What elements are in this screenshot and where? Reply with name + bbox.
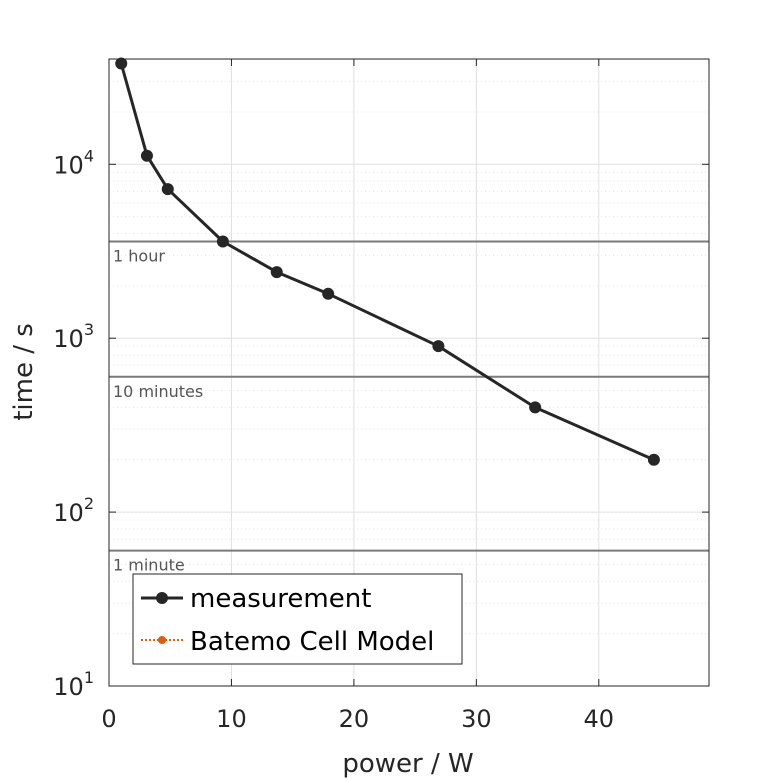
legend-swatch-batemo-marker: [158, 636, 166, 644]
x-tick-label: 10: [216, 705, 247, 733]
legend-swatch-measurement-marker: [156, 592, 168, 604]
reference-lines: 1 hour 10 minutes 1 minute: [109, 240, 709, 575]
data-point: [161, 183, 174, 196]
y-tick-label: 103: [53, 320, 94, 353]
y-tick-label: 101: [53, 668, 94, 701]
axis-ticks: 0 10 20 30 40 101 102 103 104: [53, 59, 709, 733]
data-point: [216, 235, 229, 248]
data-point: [115, 57, 128, 70]
data-point: [432, 340, 445, 353]
reference-line-label: 10 minutes: [113, 382, 203, 401]
data-point: [529, 401, 542, 414]
reference-line-label: 1 minute: [113, 556, 185, 575]
plot-frame: [108, 58, 710, 687]
data-point: [647, 453, 660, 466]
series-layer: [115, 57, 660, 466]
x-tick-label: 40: [584, 705, 615, 733]
x-tick-label: 30: [461, 705, 492, 733]
data-point: [322, 287, 335, 300]
legend: measurement Batemo Cell Model: [132, 573, 463, 665]
data-point: [140, 149, 153, 162]
legend-label-batemo-cell-model: Batemo Cell Model: [190, 627, 434, 657]
data-point: [270, 266, 283, 279]
x-axis-label: power / W: [342, 749, 473, 779]
y-axis-label: time / s: [9, 323, 39, 421]
legend-label-measurement: measurement: [190, 584, 371, 614]
x-tick-label: 20: [339, 705, 370, 733]
y-tick-label: 102: [53, 494, 94, 527]
y-tick-label: 104: [53, 146, 94, 179]
reference-line-label: 1 hour: [113, 246, 165, 265]
x-tick-label: 0: [101, 705, 116, 733]
legend-box: [132, 573, 463, 665]
